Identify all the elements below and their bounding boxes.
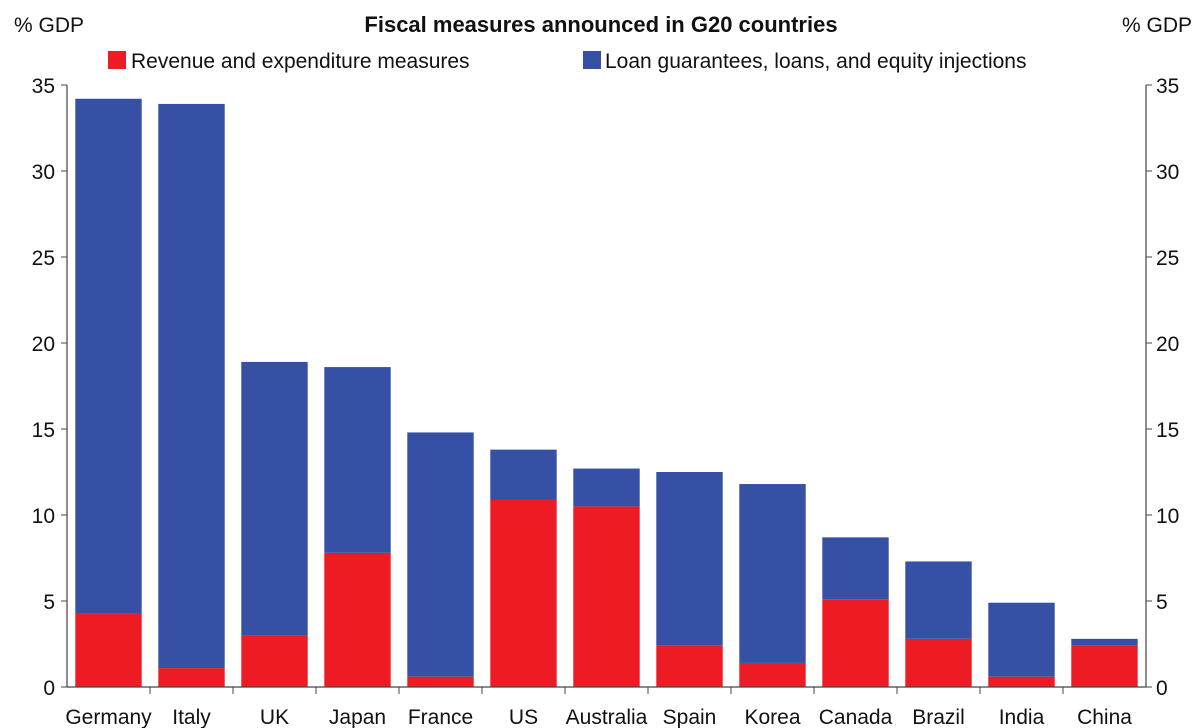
x-tick-label-canada: Canada: [819, 706, 893, 728]
chart-title: Fiscal measures announced in G20 countri…: [364, 12, 837, 37]
bar-us-revenue: [490, 499, 557, 687]
bar-india-revenue: [988, 676, 1055, 687]
bar-spain-revenue: [656, 645, 723, 687]
x-tick-label-australia: Australia: [566, 706, 648, 728]
legend-label-revenue: Revenue and expenditure measures: [131, 50, 470, 73]
x-tick-label-us: US: [509, 706, 538, 728]
y-tick-label-right: 30: [1156, 161, 1179, 184]
y-tick-label-left: 15: [32, 419, 55, 442]
bar-germany-loans: [75, 98, 142, 614]
bar-uk-revenue: [241, 635, 308, 687]
y-tick-label-left: 35: [32, 75, 55, 98]
bar-brazil-loans: [905, 561, 972, 639]
bar-spain-loans: [656, 472, 723, 646]
x-tick-label-italy: Italy: [172, 706, 211, 728]
x-tick-label-brazil: Brazil: [912, 706, 965, 728]
axes-group: Germany Italy UK Japan France US Australia Spai…: [32, 75, 1180, 728]
x-tick-label-france: France: [408, 706, 473, 728]
bars-group: [75, 98, 1138, 687]
y-tick-label-right: 20: [1156, 333, 1179, 356]
y-tick-label-left: 0: [43, 677, 55, 700]
x-tick-label-uk: UK: [260, 706, 289, 728]
y-tick-label-left: 10: [32, 505, 55, 528]
bar-canada-revenue: [822, 599, 889, 687]
bar-korea-loans: [739, 484, 806, 663]
y-tick-label-right: 10: [1156, 505, 1179, 528]
x-tick-label-germany: Germany: [65, 706, 152, 728]
bar-france-revenue: [407, 676, 474, 687]
y-tick-label-right: 15: [1156, 419, 1179, 442]
y-axis-label-right: % GDP: [1122, 14, 1192, 37]
y-tick-label-left: 20: [32, 333, 55, 356]
y-tick-label-right: 5: [1156, 591, 1168, 614]
bar-us-loans: [490, 449, 557, 500]
legend-label-loans: Loan guarantees, loans, and equity injec…: [605, 50, 1026, 73]
x-tick-label-korea: Korea: [744, 706, 800, 728]
bar-japan-revenue: [324, 552, 391, 687]
bar-japan-loans: [324, 367, 391, 553]
legend-swatch-loans: [583, 51, 601, 69]
bar-korea-revenue: [739, 662, 806, 687]
bar-italy-loans: [158, 103, 225, 669]
bar-brazil-revenue: [905, 638, 972, 687]
bar-france-loans: [407, 432, 474, 677]
bar-germany-revenue: [75, 613, 142, 687]
bar-china-revenue: [1071, 645, 1138, 687]
y-tick-label-left: 30: [32, 161, 55, 184]
bar-australia-loans: [573, 468, 640, 507]
y-tick-label-left: 5: [43, 591, 55, 614]
x-tick-label-india: India: [999, 706, 1045, 728]
x-tick-label-china: China: [1077, 706, 1132, 728]
bar-australia-revenue: [573, 506, 640, 687]
bar-italy-revenue: [158, 668, 225, 687]
x-tick-label-spain: Spain: [663, 706, 717, 728]
y-tick-label-right: 35: [1156, 75, 1179, 98]
bar-canada-loans: [822, 537, 889, 600]
bar-india-loans: [988, 602, 1055, 677]
y-tick-label-right: 0: [1156, 677, 1168, 700]
bar-uk-loans: [241, 361, 308, 636]
x-tick-label-japan: Japan: [329, 706, 386, 728]
y-tick-label-left: 25: [32, 247, 55, 270]
y-axis-label-left: % GDP: [14, 14, 84, 37]
bar-china-loans: [1071, 638, 1138, 646]
legend-swatch-revenue: [108, 51, 126, 69]
y-tick-label-right: 25: [1156, 247, 1179, 270]
